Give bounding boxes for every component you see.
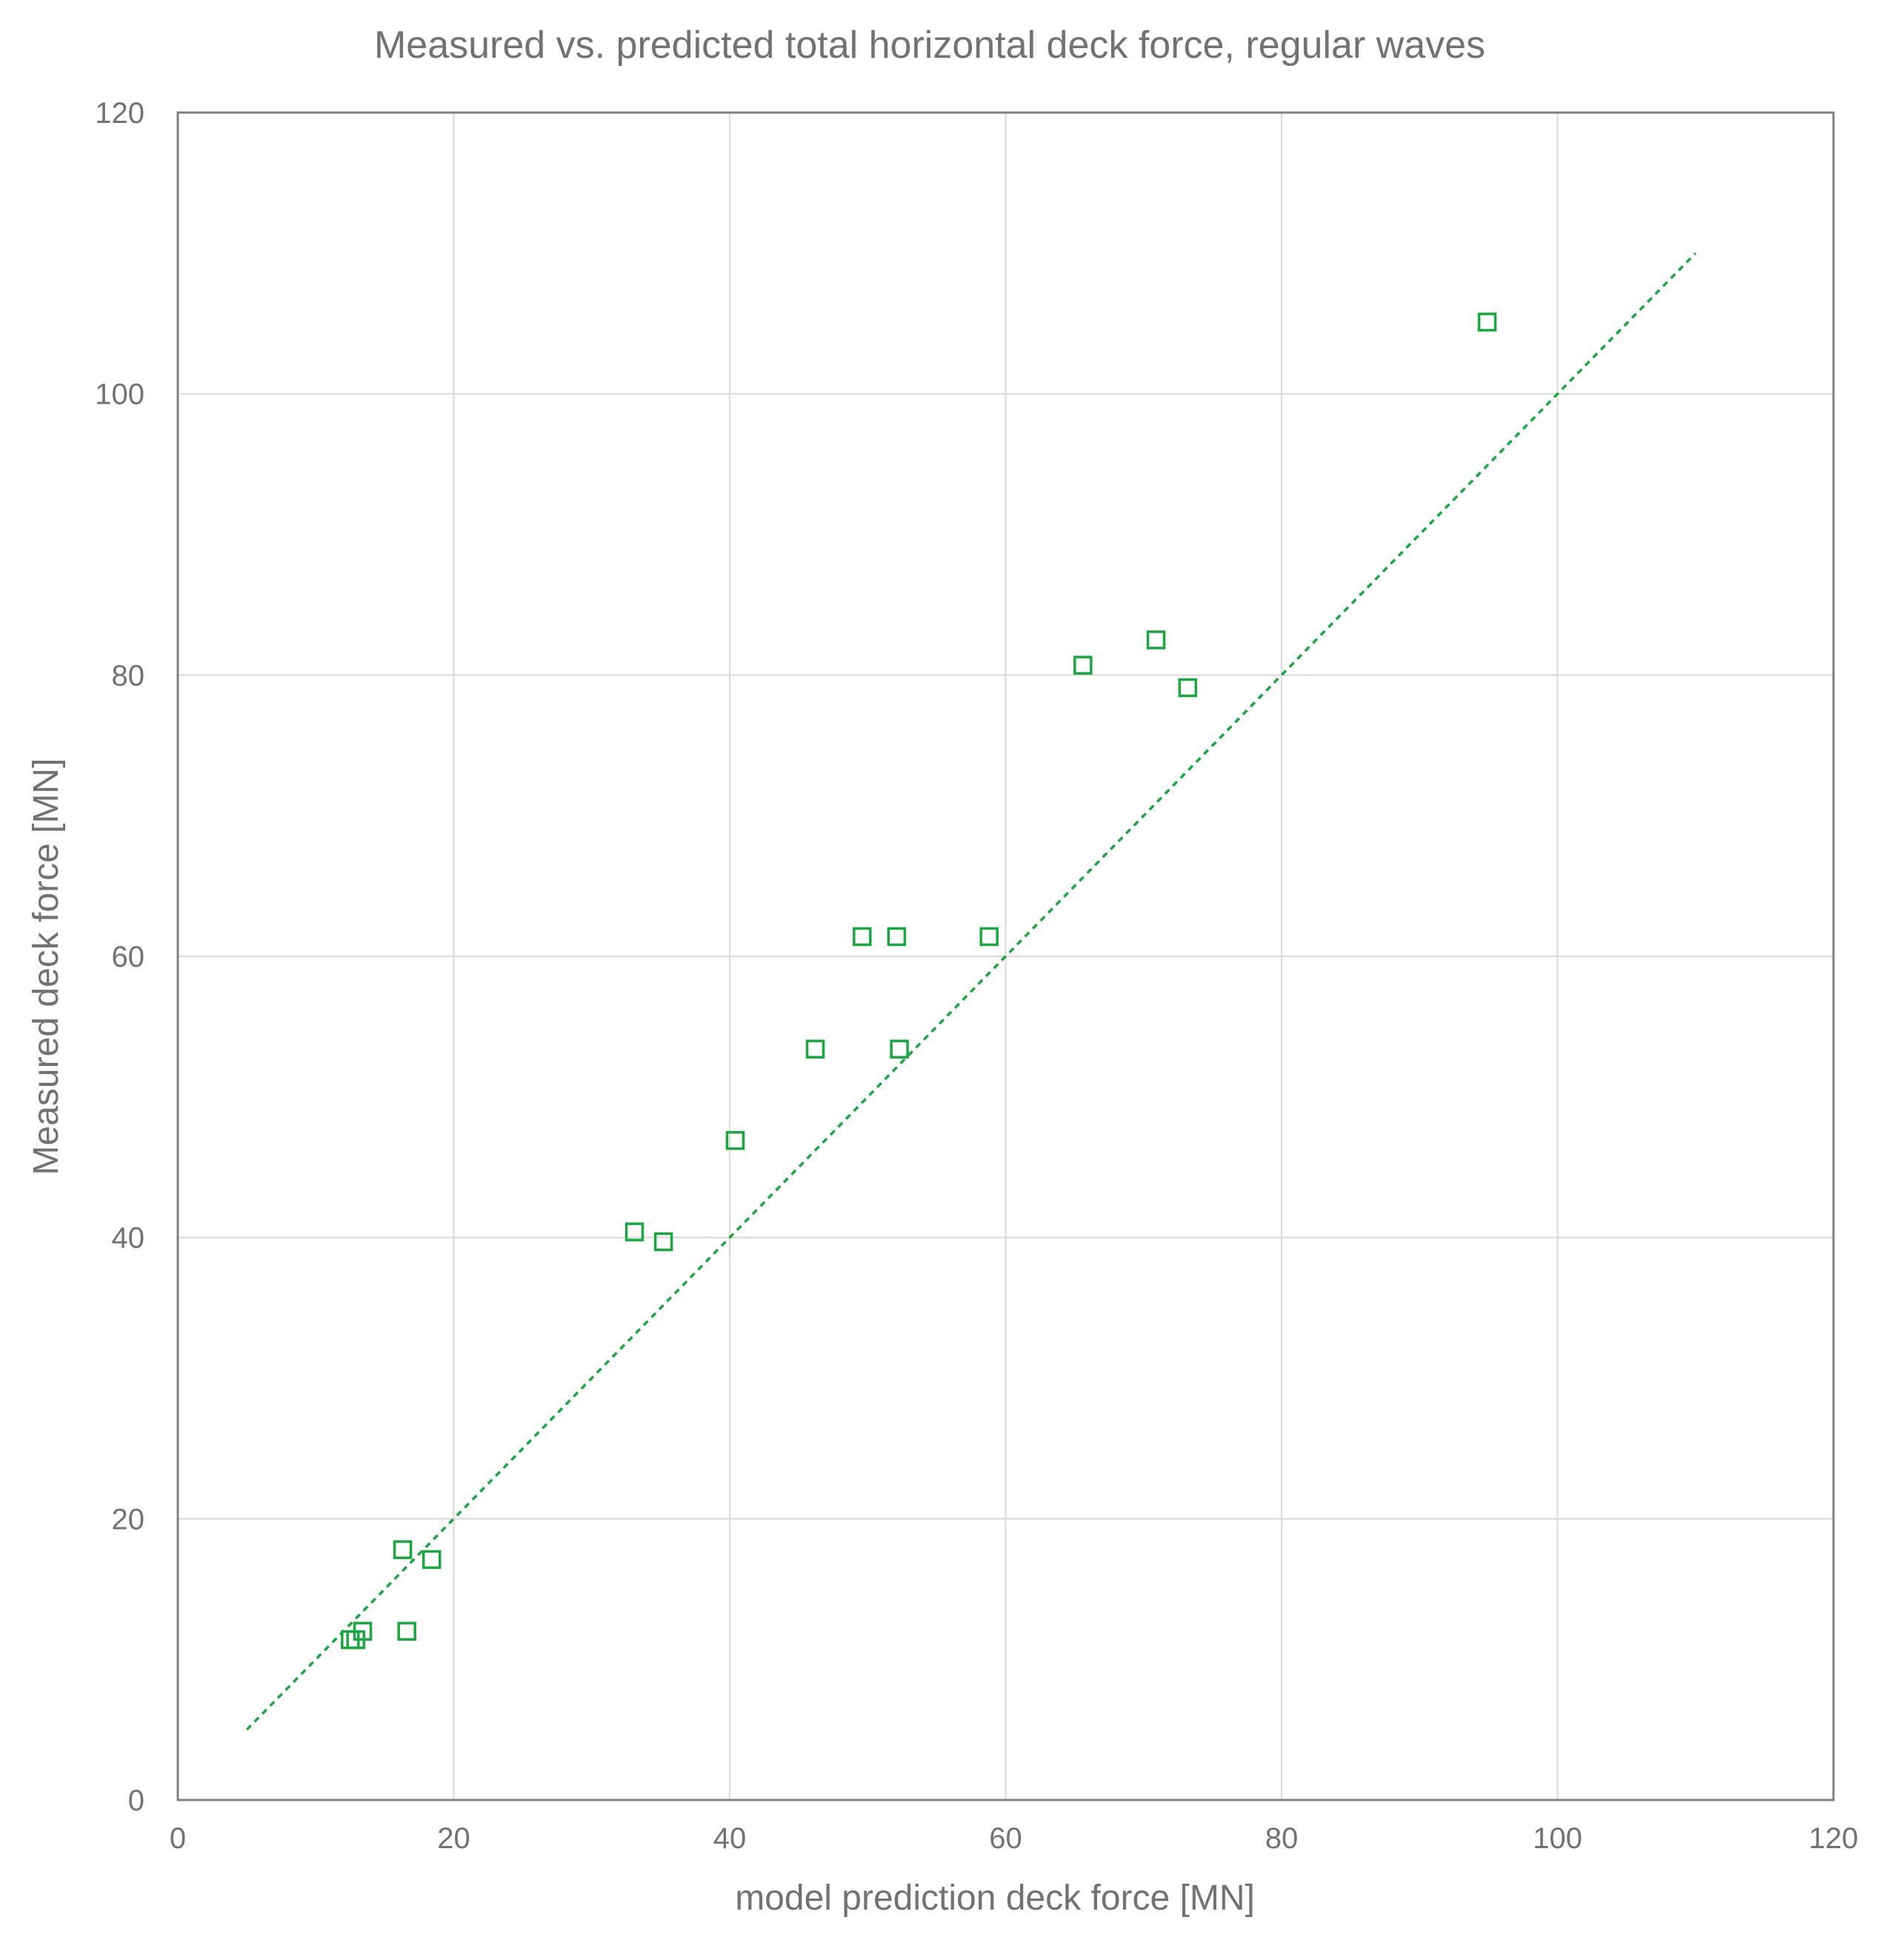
y-tick-label: 20 bbox=[112, 1503, 145, 1536]
reference-line-group bbox=[245, 252, 1696, 1731]
data-point bbox=[1477, 313, 1497, 332]
plot-area-border bbox=[176, 111, 1835, 1801]
data-point bbox=[979, 927, 999, 947]
y-axis-title: Measured deck force [MN] bbox=[27, 759, 66, 1176]
x-tick-label: 120 bbox=[1809, 1822, 1859, 1855]
data-point bbox=[1178, 678, 1198, 698]
data-point bbox=[805, 1039, 825, 1059]
x-tick-label: 100 bbox=[1533, 1822, 1582, 1855]
y-tick-label: 60 bbox=[112, 941, 145, 973]
data-point bbox=[625, 1222, 645, 1241]
x-tick-label: 40 bbox=[713, 1822, 747, 1855]
y-tick-label: 40 bbox=[112, 1222, 145, 1255]
y-tick-label: 0 bbox=[128, 1784, 144, 1817]
data-point bbox=[890, 1039, 909, 1059]
data-point bbox=[1146, 630, 1166, 650]
data-points bbox=[341, 313, 1497, 1650]
y-tick-label: 120 bbox=[95, 97, 144, 130]
x-tick-label: 80 bbox=[1265, 1822, 1299, 1855]
x-tick-label: 20 bbox=[437, 1822, 470, 1855]
x-tick-label: 60 bbox=[989, 1822, 1022, 1855]
x-tick-label: 0 bbox=[170, 1822, 186, 1855]
tick-labels: 0 20 40 60 80 100 120 0 20 40 60 80 100 120 bbox=[95, 97, 1858, 1855]
data-point bbox=[397, 1621, 416, 1641]
chart-title: Measured vs. predicted total horizontal … bbox=[374, 24, 1485, 67]
axes bbox=[176, 111, 1835, 1801]
data-point bbox=[887, 927, 907, 947]
data-point bbox=[725, 1130, 745, 1150]
x-axis-title: model prediction deck force [MN] bbox=[735, 1879, 1255, 1918]
data-point bbox=[353, 1621, 373, 1641]
y-tick-label: 100 bbox=[95, 379, 144, 411]
data-point bbox=[853, 927, 872, 947]
data-point bbox=[1073, 656, 1093, 675]
reference-line bbox=[245, 252, 1696, 1731]
data-point bbox=[653, 1232, 673, 1252]
y-tick-label: 80 bbox=[112, 659, 145, 692]
data-point bbox=[422, 1550, 442, 1570]
data-point bbox=[393, 1540, 413, 1559]
